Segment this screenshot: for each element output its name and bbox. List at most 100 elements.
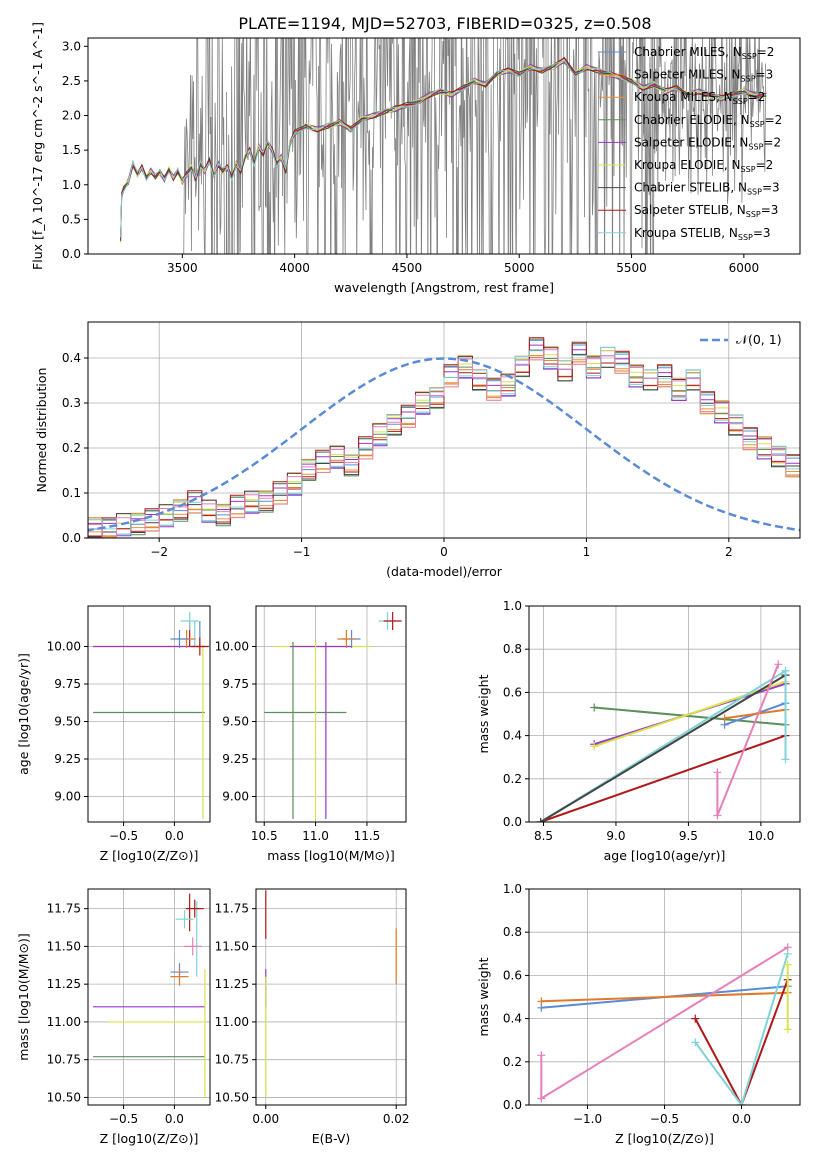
- weight-series-line: [694, 979, 789, 1105]
- panel-age-mass: 10.5 11.0 11.5 9.00 9.25 9.50 9.75 10.00 mass [l…: [215, 605, 407, 863]
- plot-frame: [87, 888, 211, 1106]
- weight-series-line: [593, 680, 786, 748]
- error-cross: [170, 630, 189, 648]
- plot-frame: [87, 605, 211, 823]
- weight-point-marker: [590, 703, 599, 712]
- histogram-step-pink: [88, 349, 800, 538]
- legend-entry: Chabrier MILES, NSSP=2: [634, 45, 774, 61]
- plot-frame: [255, 605, 407, 823]
- weight-series-line: [540, 674, 787, 822]
- y-tick-label: 0.0: [503, 1098, 522, 1112]
- weight-point-marker: [783, 960, 792, 969]
- error-cross: [383, 612, 402, 630]
- y-tick-label: 11.50: [215, 939, 249, 953]
- y-axis-label: Normed distribution: [34, 368, 49, 493]
- plot-area: [88, 337, 800, 538]
- panel-residuals: −2 −1 0 1 2 0.0 0.1 0.2 0.3 0.4 (data-model)/error…: [34, 321, 801, 579]
- model-spectrum-line-kroupa_stelib: [120, 59, 767, 238]
- weight-point-marker: [537, 1051, 546, 1060]
- y-tick-label: 11.00: [47, 1015, 81, 1029]
- histogram-step-kroupa_stelib: [88, 346, 800, 535]
- y-tick-label: 9.75: [54, 677, 81, 691]
- y-tick-label: 1.0: [503, 882, 522, 896]
- histogram-step-chabrier_miles: [88, 339, 800, 535]
- legend-entry: Chabrier ELODIE, NSSP=2: [634, 113, 782, 129]
- y-tick-label: 11.25: [47, 977, 81, 991]
- x-axis-label: Z [log10(Z/Z⊙)]: [100, 1131, 199, 1146]
- x-tick-label: 4500: [392, 261, 423, 275]
- x-tick-label: 0.0: [732, 1112, 751, 1126]
- panel-weight-z: −1.0 −0.5 0.0 0.0 0.2 0.4 0.6 0.8 1.0 Z [log10(Z/…: [476, 882, 801, 1146]
- y-tick-label: 10.50: [47, 1090, 81, 1104]
- y-tick-label: 9.00: [222, 790, 249, 804]
- weight-point-marker: [537, 1094, 546, 1103]
- plot-frame: [528, 605, 801, 823]
- y-tick-label: 0.2: [503, 772, 522, 786]
- x-tick-label: 0: [440, 545, 448, 559]
- plot-area: [120, 38, 767, 254]
- y-tick-label: 0.0: [62, 247, 81, 261]
- x-tick-label: 11.5: [354, 829, 381, 843]
- x-tick-label: 0.0: [165, 829, 184, 843]
- weight-point-marker: [783, 1025, 792, 1034]
- x-tick-label: 0.0: [165, 1112, 184, 1126]
- y-axis-label: Flux [f_λ 10^-17 erg cm^-2 s^-1 A^-1]: [30, 22, 45, 270]
- weight-series-line: [716, 663, 780, 816]
- legend-entry: Kroupa ELODIE, NSSP=2: [634, 158, 773, 174]
- x-tick-label: −2: [150, 545, 168, 559]
- y-tick-label: 10.00: [215, 640, 249, 654]
- x-tick-label: −0.5: [650, 1112, 679, 1126]
- y-axis-label: mass weight: [476, 674, 491, 753]
- weight-point-marker: [713, 768, 722, 777]
- legend-entry: Salpeter ELODIE, NSSP=2: [634, 135, 781, 151]
- histogram-step-kroupa_miles: [88, 346, 800, 538]
- plot-area: [264, 612, 402, 819]
- x-tick-label: 11.0: [302, 829, 329, 843]
- y-tick-label: 1.0: [62, 178, 81, 192]
- x-tick-label: 6000: [729, 261, 760, 275]
- y-tick-label: 0.2: [503, 1055, 522, 1069]
- y-tick-label: 0.2: [62, 441, 81, 455]
- y-tick-label: 10.75: [215, 1053, 249, 1067]
- error-cross: [175, 910, 194, 929]
- observed-spectrum-line: [183, 38, 766, 254]
- legend-entry: Kroupa MILES, NSSP=2: [634, 90, 765, 106]
- legend-entry: Salpeter STELIB, NSSP=3: [634, 203, 778, 219]
- x-tick-label: −1: [293, 545, 311, 559]
- error-cross: [185, 899, 204, 918]
- y-tick-label: 11.50: [47, 939, 81, 953]
- x-tick-label: 8.5: [534, 829, 553, 843]
- panel-age-z: −0.5 0.0 9.00 9.25 9.50 9.75 10.00 Z [log10(Z/Z…: [16, 605, 211, 863]
- x-tick-label: 0.02: [383, 1112, 410, 1126]
- y-tick-label: 0.4: [503, 1012, 522, 1026]
- y-tick-label: 3.0: [62, 39, 81, 53]
- x-tick-label: 1: [583, 545, 591, 559]
- normal-curve: [88, 357, 800, 532]
- x-tick-label: −0.5: [109, 829, 138, 843]
- error-cross: [190, 637, 209, 656]
- panel-weight-age: 8.5 9.0 9.5 10.0 0.0 0.2 0.4 0.6 0.8 1.0 age [log1…: [476, 599, 801, 863]
- y-tick-label: 0.8: [503, 925, 522, 939]
- y-tick-label: 0.5: [62, 212, 81, 226]
- y-tick-label: 9.50: [222, 715, 249, 729]
- weight-series-line: [694, 953, 789, 1105]
- weight-point-marker: [536, 818, 545, 822]
- y-tick-label: 1.0: [503, 599, 522, 613]
- error-cross: [170, 967, 189, 986]
- y-tick-label: 0.1: [62, 486, 81, 500]
- weight-point-marker: [590, 742, 599, 751]
- plot-area: [93, 612, 209, 819]
- y-tick-label: 0.6: [503, 968, 522, 982]
- figure-title: PLATE=1194, MJD=52703, FIBERID=0325, z=0…: [238, 14, 651, 33]
- x-axis-label: age [log10(age/yr)]: [604, 848, 726, 863]
- y-axis-label: mass weight: [476, 957, 491, 1036]
- y-tick-label: 9.25: [54, 752, 81, 766]
- weight-point-marker: [537, 997, 546, 1006]
- panel-spectrum: 3500 4000 4500 5000 5500 6000 0.0 0.5 1.0 1.5 2.0 2…: [30, 22, 801, 295]
- panel-mass-ebv: 0.00 0.02 10.50 10.75 11.00 11.25 11.50 11.75 E(…: [215, 888, 410, 1146]
- weight-point-marker: [781, 666, 790, 675]
- y-tick-label: 11.75: [215, 902, 249, 916]
- x-tick-label: −1.0: [573, 1112, 602, 1126]
- x-tick-label: 0.00: [252, 1112, 279, 1126]
- plot-frame: [255, 888, 407, 1106]
